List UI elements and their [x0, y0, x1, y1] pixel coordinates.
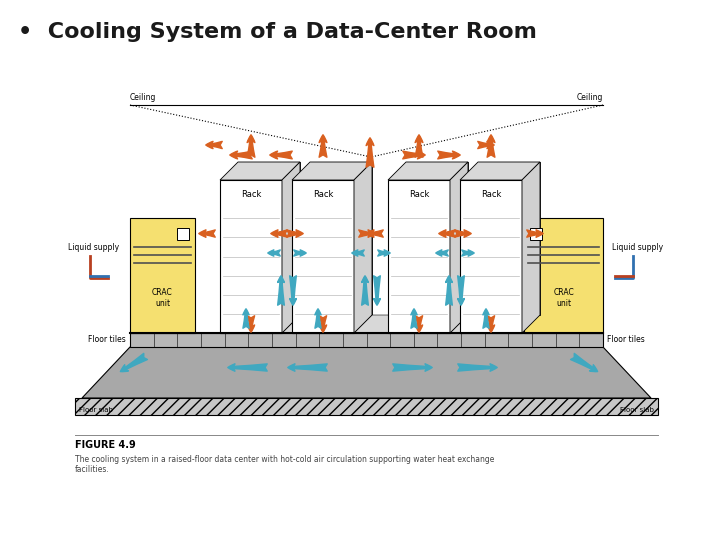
- Text: Ceiling: Ceiling: [577, 93, 603, 102]
- Polygon shape: [82, 347, 651, 398]
- Text: CRAC
unit: CRAC unit: [553, 288, 574, 308]
- Polygon shape: [310, 162, 372, 315]
- Bar: [292, 180, 354, 333]
- Text: Floor slab: Floor slab: [79, 407, 113, 413]
- Text: Rack: Rack: [409, 190, 429, 199]
- Polygon shape: [460, 162, 540, 180]
- Bar: [75, 398, 658, 415]
- Polygon shape: [388, 162, 468, 180]
- Bar: [524, 218, 603, 333]
- Bar: [388, 180, 450, 333]
- Text: Ceiling: Ceiling: [130, 93, 156, 102]
- Polygon shape: [282, 162, 300, 333]
- Polygon shape: [522, 162, 540, 333]
- Text: Floor tiles: Floor tiles: [89, 335, 126, 345]
- Text: Liquid supply: Liquid supply: [68, 244, 119, 253]
- Polygon shape: [292, 162, 372, 180]
- Bar: [130, 333, 603, 347]
- Polygon shape: [282, 315, 310, 333]
- Bar: [130, 218, 195, 333]
- Polygon shape: [478, 162, 540, 315]
- Polygon shape: [450, 315, 478, 333]
- Text: •  Cooling System of a Data-Center Room: • Cooling System of a Data-Center Room: [18, 22, 537, 42]
- Text: Liquid supply: Liquid supply: [612, 244, 663, 253]
- Text: Floor tiles: Floor tiles: [607, 335, 644, 345]
- Polygon shape: [354, 315, 406, 333]
- Bar: [177, 228, 189, 240]
- Text: FIGURE 4.9: FIGURE 4.9: [75, 440, 136, 450]
- Polygon shape: [354, 162, 372, 333]
- Text: Floor slab: Floor slab: [620, 407, 654, 413]
- Bar: [220, 180, 282, 333]
- Text: CRAC
unit: CRAC unit: [152, 288, 173, 308]
- Polygon shape: [450, 162, 468, 333]
- Bar: [460, 180, 522, 333]
- Text: Rack: Rack: [240, 190, 261, 199]
- Text: Rack: Rack: [481, 190, 501, 199]
- Bar: [530, 228, 542, 240]
- Polygon shape: [220, 162, 300, 180]
- Text: Rack: Rack: [312, 190, 333, 199]
- Text: The cooling system in a raised-floor data center with hot-cold air circulation s: The cooling system in a raised-floor dat…: [75, 455, 495, 475]
- Polygon shape: [406, 162, 468, 315]
- Polygon shape: [238, 162, 300, 315]
